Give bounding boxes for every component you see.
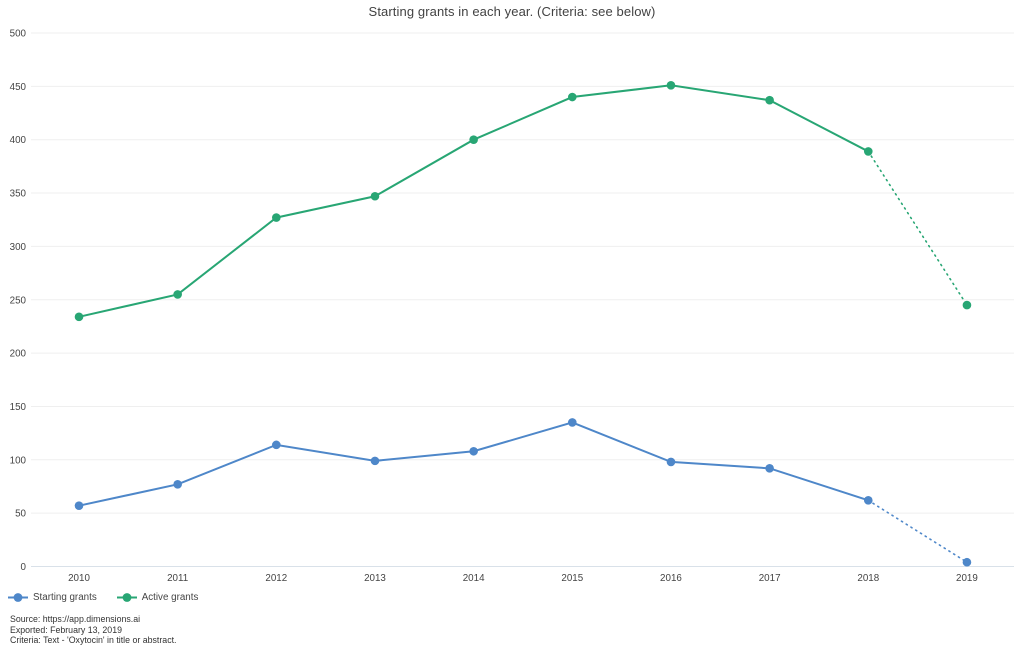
chart-title: Starting grants in each year. (Criteria:… [368,4,656,19]
legend-label-starting-grants: Starting grants [33,592,97,603]
svg-text:2013: 2013 [364,573,386,584]
svg-text:2014: 2014 [463,573,485,584]
svg-text:250: 250 [10,295,27,306]
svg-text:100: 100 [10,455,27,466]
svg-text:200: 200 [10,349,27,360]
svg-text:2011: 2011 [167,573,188,584]
svg-text:50: 50 [15,509,26,520]
chart-footer: Source: https://app.dimensions.ai Export… [10,614,176,646]
legend-item-starting-grants: Starting grants [8,592,97,603]
svg-text:2010: 2010 [68,573,90,584]
footer-criteria: Criteria: Text - 'Oxytocin' in title or … [10,635,177,645]
legend-marker-starting-grants-icon [8,593,28,602]
svg-text:150: 150 [10,402,27,413]
svg-text:400: 400 [10,135,27,146]
legend-label-active-grants: Active grants [141,592,199,603]
svg-text:0: 0 [21,562,27,573]
footer-exported: Exported: February 13, 2019 [10,624,122,635]
svg-text:2019: 2019 [956,573,978,584]
svg-text:2015: 2015 [561,573,583,584]
svg-text:2012: 2012 [265,573,287,584]
svg-text:300: 300 [10,242,27,253]
svg-text:2017: 2017 [759,573,781,584]
chart-legend: Starting grants Active grants [8,592,198,603]
svg-text:2018: 2018 [857,573,879,584]
line-chart: 0 50 100 150 200 250 300 350 400 450 500 2010 2011 20… [10,29,1014,584]
legend-marker-active-grants-icon [116,593,137,602]
svg-text:500: 500 [10,29,27,40]
legend-item-active-grants: Active grants [116,592,199,603]
svg-text:350: 350 [10,189,27,200]
svg-text:450: 450 [10,82,27,93]
footer-source: Source: https://app.dimensions.ai [10,614,141,624]
svg-text:2016: 2016 [660,573,682,584]
